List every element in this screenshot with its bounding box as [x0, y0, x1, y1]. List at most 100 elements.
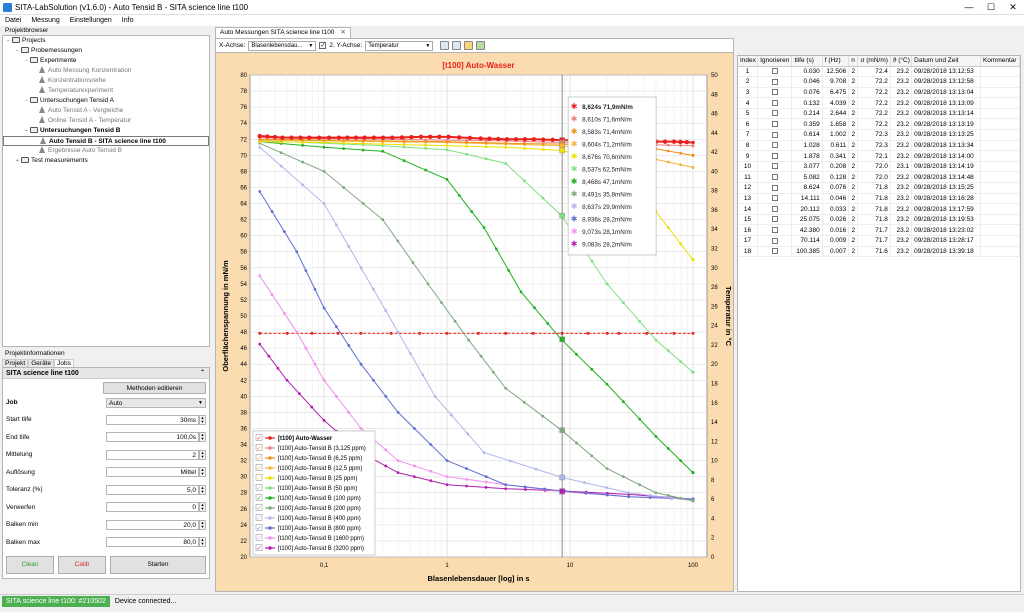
column-header[interactable]: Ignorieren — [757, 56, 793, 67]
ignore-checkbox[interactable] — [771, 121, 778, 128]
clean-button[interactable]: Clean — [6, 556, 54, 574]
ignore-checkbox[interactable] — [771, 152, 778, 159]
table-row[interactable]: 12 8.624 0.076 2 71.8 23.2 09/28/2018 13:15:25 — [738, 182, 1020, 194]
column-header[interactable]: Index — [738, 56, 759, 67]
menu-info[interactable]: Info — [121, 17, 134, 24]
column-header[interactable]: ϑ (°C) — [890, 56, 913, 67]
tree-item[interactable]: + Test measurements — [3, 156, 209, 166]
column-header[interactable]: Datum und Zeit — [911, 56, 981, 67]
column-header[interactable]: tlife (s) — [791, 56, 823, 67]
tree-item[interactable]: − Probemessungen — [3, 46, 209, 56]
ignore-checkbox[interactable] — [771, 99, 778, 106]
ignore-checkbox[interactable] — [771, 89, 778, 96]
spinner-icon[interactable]: ▲ ▼ — [199, 519, 206, 530]
ignore-checkbox[interactable] — [771, 68, 778, 75]
ignore-checkbox[interactable] — [771, 184, 778, 191]
ignore-checkbox[interactable] — [771, 237, 778, 244]
table-row[interactable]: 7 0.614 1.002 2 72.3 23.2 09/28/2018 13:13:25 — [738, 129, 1020, 141]
ignore-checkbox[interactable] — [771, 142, 778, 149]
settings-icon[interactable] — [476, 41, 486, 50]
tree-item[interactable]: − Untersuchungen Tensid A — [3, 96, 209, 106]
spinner-icon[interactable]: ▲ ▼ — [199, 537, 206, 547]
job-field-input[interactable]: 5,0 — [106, 484, 199, 495]
tree-item[interactable]: − Untersuchungen Tensid B — [3, 126, 209, 136]
tree-item[interactable]: Ergebnisse Auto Tensid B — [3, 146, 209, 156]
calib-button[interactable]: Calib — [58, 556, 106, 574]
spinner-icon[interactable]: ▲ ▼ — [199, 449, 206, 460]
tree-item[interactable]: Online Tensid A - Temperatur — [3, 116, 209, 126]
tree-item[interactable]: Temperaturexperiment — [3, 86, 209, 96]
spinner-icon[interactable]: ▲ ▼ — [199, 502, 206, 512]
export-image-icon[interactable] — [440, 41, 450, 50]
table-row[interactable]: 18 100.385 0.007 2 71.6 23.2 09/28/2018 13:39:… — [738, 246, 1020, 258]
tree-item[interactable]: − Projects — [3, 36, 209, 46]
job-field-input[interactable]: 2 — [106, 449, 199, 460]
collapse-icon[interactable]: − — [7, 38, 10, 44]
ignore-checkbox[interactable] — [771, 174, 778, 181]
menu-einstellungen[interactable]: Einstellungen — [69, 17, 112, 24]
table-row[interactable]: 3 0.076 6.475 2 72.2 23.2 09/28/2018 13:13:04 — [738, 87, 1020, 99]
spinner-icon[interactable]: ▲ ▼ — [199, 467, 206, 477]
column-header[interactable]: f (Hz) — [822, 56, 850, 67]
collapse-icon[interactable]: − — [25, 98, 28, 104]
start-button[interactable]: Starten — [110, 556, 206, 574]
expand-icon[interactable]: + — [16, 158, 19, 164]
spinner-icon[interactable]: ▲ ▼ — [199, 484, 206, 495]
menu-messung[interactable]: Messung — [31, 17, 60, 24]
table-row[interactable]: 16 42.380 0.016 2 71.7 23.2 09/28/2018 13:23:0… — [738, 224, 1020, 236]
tree-item[interactable]: Auto Messung Konzentration — [3, 66, 209, 76]
minimize-icon[interactable]: — — [964, 2, 974, 12]
job-field-input[interactable]: 80,0 — [106, 537, 199, 547]
spinner-icon[interactable]: ▲ ▼ — [199, 414, 206, 425]
table-row[interactable]: 13 14.111 0.046 2 71.8 23.2 09/28/2018 13:16:2… — [738, 193, 1020, 205]
tree-item[interactable]: Auto Tensid A - Vergleiche — [3, 106, 209, 116]
table-row[interactable]: 4 0.132 4.039 2 72.2 23.2 09/28/2018 13:13:09 — [738, 97, 1020, 109]
collapse-icon[interactable]: − — [16, 48, 19, 54]
export-data-icon[interactable] — [452, 41, 462, 50]
tab-auto-messungen[interactable]: Auto Messungen SITA science line t100 ✕ — [215, 27, 351, 38]
collapse-icon[interactable]: − — [25, 128, 28, 134]
collapse-icon[interactable]: ⌃ — [199, 370, 205, 376]
table-row[interactable]: 9 1.878 0.341 2 72.1 23.2 09/28/2018 13:14:00 — [738, 150, 1020, 162]
ignore-checkbox[interactable] — [771, 131, 778, 138]
ignore-checkbox[interactable] — [771, 163, 778, 170]
job-field-input[interactable]: 100,0s — [106, 432, 199, 442]
y2-axis-select[interactable]: Temperatur ▼ — [365, 40, 434, 51]
column-header[interactable]: Kommentar — [980, 56, 1020, 67]
clipboard-icon[interactable] — [464, 41, 474, 50]
table-row[interactable]: 5 0.214 2.644 2 72.2 23.2 09/28/2018 13:13:14 — [738, 108, 1020, 120]
ignore-checkbox[interactable] — [771, 216, 778, 223]
table-row[interactable]: 17 70.114 0.009 2 71.7 23.2 09/28/2018 13:28:1… — [738, 235, 1020, 247]
table-row[interactable]: 10 3.077 0.208 2 72.0 23.1 09/28/2018 13:14:19 — [738, 161, 1020, 173]
ignore-checkbox[interactable] — [771, 248, 778, 255]
ignore-checkbox[interactable] — [771, 78, 778, 85]
table-row[interactable]: 8 1.028 0.611 2 72.3 23.2 09/28/2018 13:13:34 — [738, 140, 1020, 152]
tab-jobs[interactable]: Jobs — [54, 359, 74, 367]
ignore-checkbox[interactable] — [771, 205, 778, 212]
job-field-input[interactable]: Mittel — [106, 467, 199, 477]
table-row[interactable]: 2 0.046 9.708 2 72.2 23.2 09/28/2018 13:12:58 — [738, 76, 1020, 88]
job-field-input[interactable]: 0 — [106, 502, 199, 512]
table-row[interactable]: 1 0.030 12.506 2 72.4 23.2 09/28/2018 13:12:53 — [738, 66, 1020, 78]
x-axis-select[interactable]: Blasenlebensdau... ▼ — [248, 40, 317, 51]
tree-item[interactable]: Konzentrationsreihe — [3, 76, 209, 86]
close-icon[interactable]: ✕ — [1009, 2, 1017, 12]
ignore-checkbox[interactable] — [771, 195, 778, 202]
job-field-input[interactable]: 20,0 — [106, 519, 199, 530]
close-tab-icon[interactable]: ✕ — [340, 29, 346, 36]
job-field-input[interactable]: 30ms — [106, 414, 199, 425]
maximize-icon[interactable]: ☐ — [986, 2, 996, 12]
table-row[interactable]: 6 0.359 1.658 2 72.2 23.2 09/28/2018 13:13:19 — [738, 118, 1020, 131]
tree-item[interactable]: Auto Tensid B - SITA science line t100 — [3, 136, 209, 146]
table-row[interactable]: 14 20.112 0.033 2 71.8 23.2 09/28/2018 13:17:5… — [738, 203, 1020, 215]
column-header[interactable]: σ (mN/m) — [857, 56, 891, 67]
table-row[interactable]: 11 5.082 0.128 2 72.0 23.2 09/28/2018 13:14:48 — [738, 171, 1020, 184]
y2-axis-checkbox[interactable]: ✓ — [319, 42, 327, 49]
ignore-checkbox[interactable] — [771, 226, 778, 233]
spinner-icon[interactable]: ▲ ▼ — [199, 432, 206, 442]
tab-geraete[interactable]: Geräte — [28, 359, 55, 367]
column-header[interactable]: n — [848, 56, 859, 67]
job-select[interactable]: Auto ▼ — [106, 397, 206, 408]
collapse-icon[interactable]: − — [25, 58, 28, 64]
tree-item[interactable]: − Experimente — [3, 56, 209, 66]
